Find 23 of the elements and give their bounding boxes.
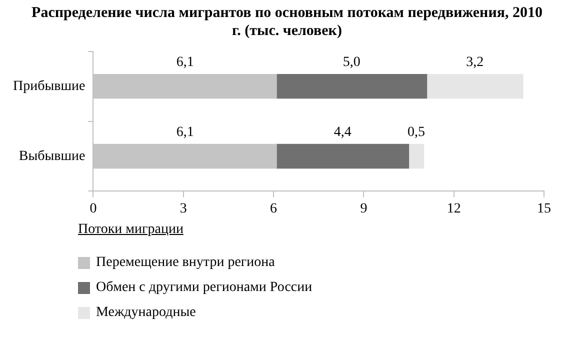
data-label: 4,4 xyxy=(334,124,352,140)
chart-title: Распределение числа мигрантов по основным потокам передвижения, 2010 г. (тыс. человек) xyxy=(30,4,544,40)
x-tick-label: 6 xyxy=(270,201,278,216)
x-tick-label: 12 xyxy=(446,201,461,216)
legend-title: Потоки миграции xyxy=(78,222,184,238)
data-label: 0,5 xyxy=(408,124,426,140)
data-label: 3,2 xyxy=(466,55,484,70)
legend-label: Обмен с другими регионами России xyxy=(96,280,312,296)
legend-label: Международные xyxy=(96,304,196,320)
x-tick-label: 9 xyxy=(360,201,368,216)
bar xyxy=(276,74,428,99)
y-tick-label: Прибывшие xyxy=(12,79,86,94)
data-label: 5,0 xyxy=(342,55,360,70)
bar xyxy=(276,144,410,169)
data-label: 6,1 xyxy=(176,55,194,70)
y-tick-label: Выбывшие xyxy=(18,148,86,164)
x-tick-label: 15 xyxy=(537,201,551,216)
legend-label: Перемещение внутри региона xyxy=(96,254,275,270)
data-label: 6,1 xyxy=(176,124,194,140)
x-tick-label: 3 xyxy=(180,201,187,216)
x-tick-label: 0 xyxy=(90,201,97,216)
bar xyxy=(408,144,424,169)
bar xyxy=(426,74,524,99)
